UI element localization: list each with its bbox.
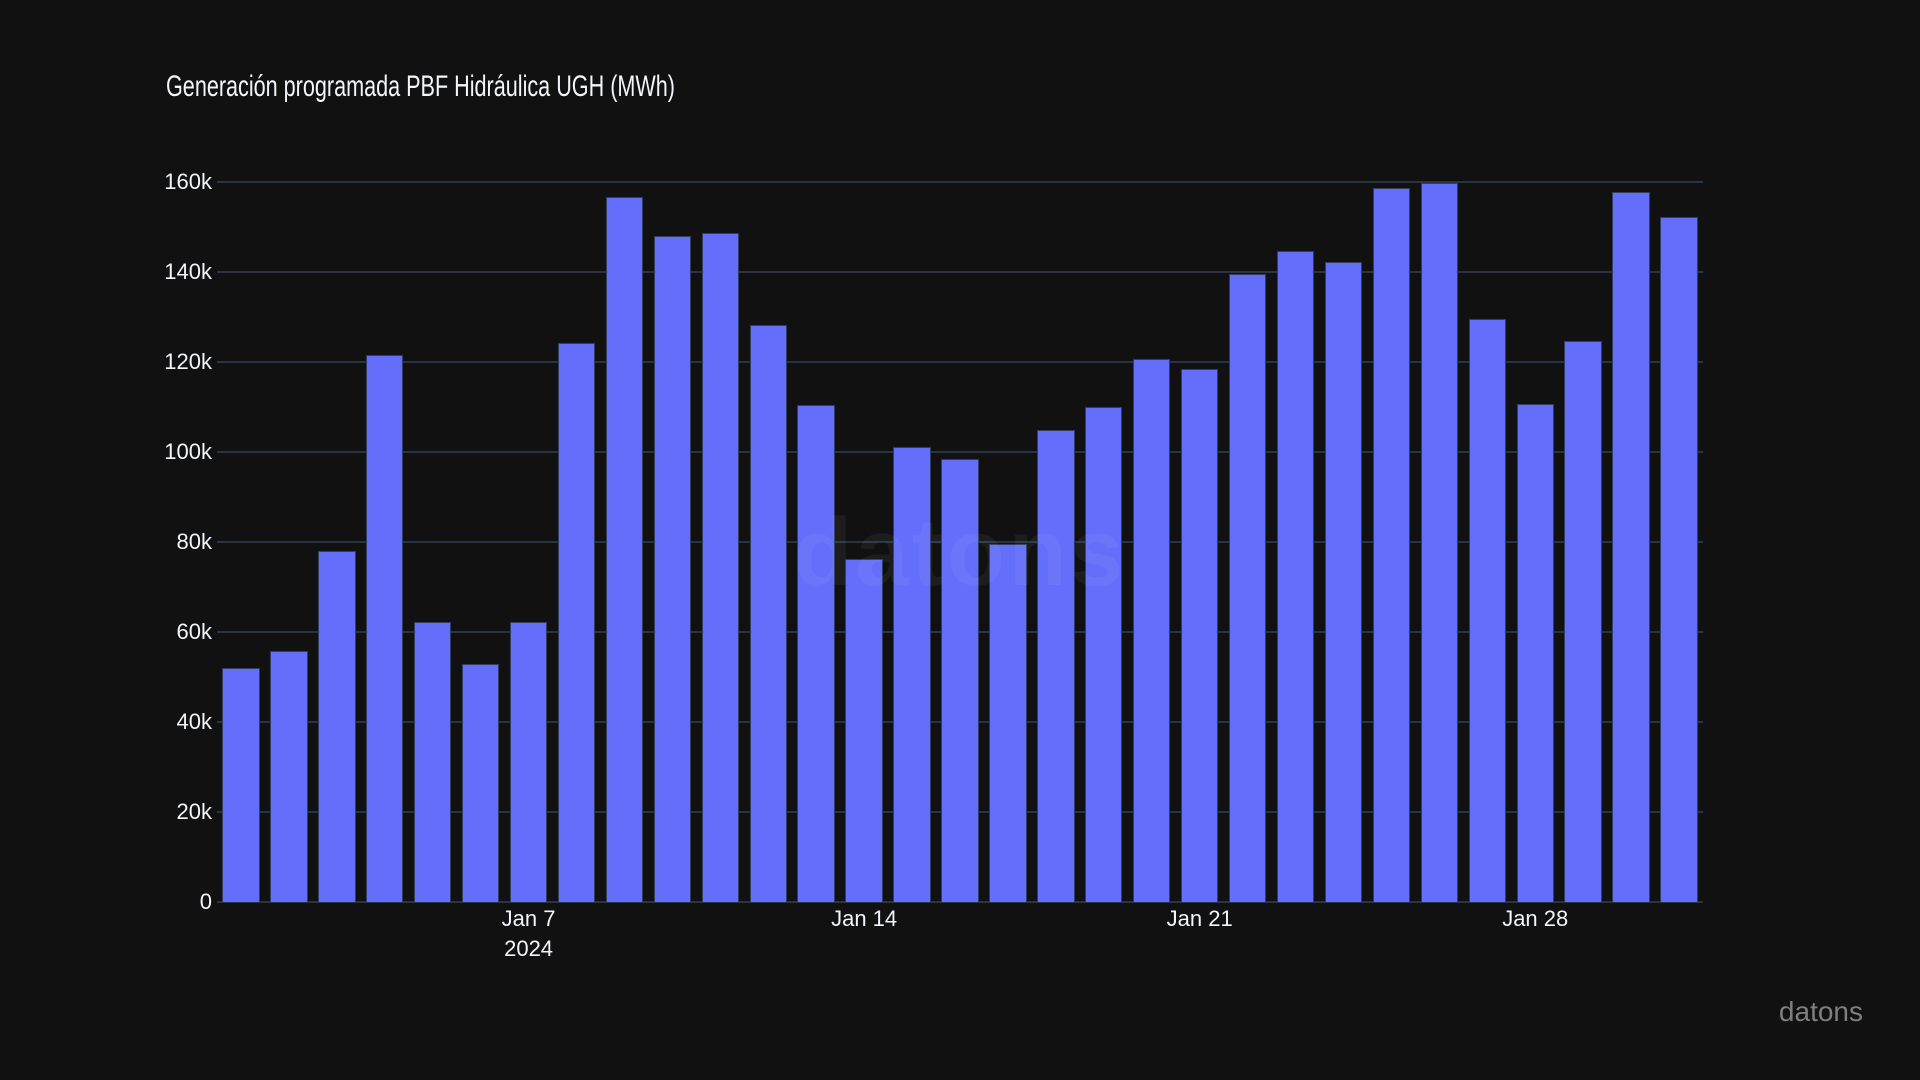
gridline bbox=[217, 181, 1703, 184]
bar[interactable] bbox=[1612, 192, 1650, 902]
bar[interactable] bbox=[222, 668, 260, 902]
bar[interactable] bbox=[1085, 407, 1123, 902]
bar[interactable] bbox=[1468, 319, 1506, 902]
bar[interactable] bbox=[893, 447, 931, 902]
bar[interactable] bbox=[1037, 430, 1075, 902]
y-tick-label: 80k bbox=[176, 529, 212, 555]
bar[interactable] bbox=[1564, 341, 1602, 902]
bar[interactable] bbox=[1324, 262, 1363, 902]
x-tick-date: Jan 14 bbox=[831, 906, 898, 931]
bar[interactable] bbox=[1372, 188, 1411, 902]
bar[interactable] bbox=[749, 325, 787, 902]
x-tick-year: 2024 bbox=[504, 936, 554, 961]
y-tick-label: 120k bbox=[164, 349, 212, 375]
gridline bbox=[217, 271, 1703, 274]
bar[interactable] bbox=[605, 197, 644, 902]
x-tick-date: Jan 28 bbox=[1502, 906, 1569, 931]
bar[interactable] bbox=[366, 355, 404, 902]
bar[interactable] bbox=[1516, 404, 1554, 902]
bar[interactable] bbox=[1133, 359, 1171, 902]
bar[interactable] bbox=[318, 551, 356, 902]
y-tick-label: 160k bbox=[164, 169, 212, 195]
x-tick-label: Jan 7 2024 bbox=[502, 907, 556, 961]
chart-title: Generación programada PBF Hidráulica UGH… bbox=[166, 70, 675, 103]
y-tick-label: 100k bbox=[164, 439, 212, 465]
bar[interactable] bbox=[1420, 183, 1459, 902]
x-tick-date: Jan 7 bbox=[501, 906, 556, 931]
bar[interactable] bbox=[653, 236, 692, 902]
y-tick-label: 140k bbox=[164, 259, 212, 285]
bar[interactable] bbox=[1660, 217, 1698, 902]
y-tick-label: 0 bbox=[199, 889, 212, 914]
bar[interactable] bbox=[1276, 251, 1315, 902]
plot-area bbox=[217, 148, 1703, 903]
bar[interactable] bbox=[509, 622, 548, 902]
bar[interactable] bbox=[270, 651, 308, 902]
x-tick-label: Jan 21 bbox=[1167, 907, 1233, 931]
x-tick-label: Jan 28 bbox=[1502, 907, 1568, 931]
gridline bbox=[217, 361, 1703, 364]
bar[interactable] bbox=[701, 233, 739, 902]
x-axis-zeroline bbox=[217, 901, 1703, 903]
y-tick-label: 60k bbox=[176, 619, 212, 645]
corner-watermark: datons bbox=[1778, 996, 1863, 1027]
bar[interactable] bbox=[989, 544, 1027, 902]
bar[interactable] bbox=[1228, 274, 1267, 902]
bar[interactable] bbox=[797, 405, 835, 902]
bar[interactable] bbox=[557, 343, 596, 902]
bar[interactable] bbox=[461, 664, 500, 902]
bar[interactable] bbox=[414, 622, 452, 902]
y-tick-label: 20k bbox=[176, 799, 212, 825]
gridline bbox=[217, 451, 1703, 454]
y-tick-label: 40k bbox=[176, 709, 212, 735]
x-tick-label: Jan 14 bbox=[831, 907, 897, 931]
bar[interactable] bbox=[845, 559, 883, 902]
x-tick-date: Jan 21 bbox=[1166, 906, 1233, 931]
bar[interactable] bbox=[941, 459, 979, 902]
bar[interactable] bbox=[1180, 369, 1219, 902]
